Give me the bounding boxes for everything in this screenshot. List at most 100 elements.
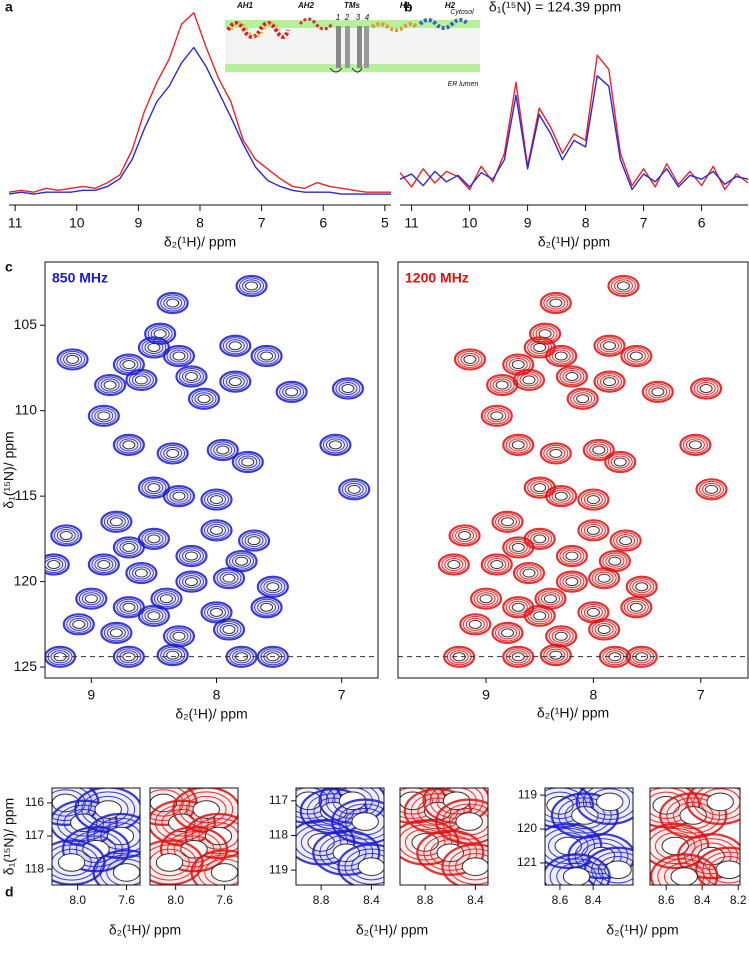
peak-contour [210,441,236,459]
peak-contour [610,277,636,295]
peak-contour [576,394,590,404]
inset-label: AH1 [236,1,254,10]
peak-contour [545,788,587,824]
peak-contour [458,530,472,540]
peak-contour [551,349,571,363]
plot-frame [44,261,379,679]
peak-contour [684,838,739,875]
peak-contour [626,349,646,363]
peak-contour [635,582,649,592]
inset-label: 3 [356,13,361,22]
y-axis-label: δ₁(¹⁵N)/ ppm [1,798,17,875]
peak-contour [153,590,179,608]
peak-contour [583,605,603,619]
inset-label: Cytosol [450,9,474,16]
contours [650,788,740,885]
peak-contour [300,828,342,857]
peak-contour [150,327,170,341]
peak-contour [484,407,510,425]
x-tick-label: 11 [404,215,419,231]
y-tick-label: 118 [25,861,44,875]
field-label: 850 MHz [52,270,108,286]
peak-contour [701,482,721,496]
helix [231,22,281,38]
peak-contour [116,538,142,556]
peak-contour [97,560,111,570]
peak-contour [580,491,606,509]
peak-contour [147,342,161,352]
peak-contour [245,281,259,291]
peak-contour [263,580,283,594]
peak-contour [589,443,609,457]
plot-frame [399,787,489,886]
peak-contour [325,839,367,867]
peak-contour [207,523,227,537]
peak-contour [559,573,585,591]
peak-contour [260,648,286,666]
peak-contour [623,347,649,365]
x-tick-label: 7 [258,215,266,231]
y-tick-label: 116 [25,795,44,809]
peak-contour [351,812,379,831]
peak-contour [169,489,189,503]
peak-contour [476,592,496,606]
peak-contour [128,564,154,582]
x-axis-label: δ₂(¹H)/ ppm [356,922,428,938]
peak-contour [103,513,129,531]
peak-contour [650,791,687,819]
peak-contour [706,792,734,812]
peak-contour [166,298,180,308]
x-tick-label: 7.6 [216,893,233,907]
spectrum-line [8,46,391,195]
peak-contour [597,624,611,634]
peak-contour [341,480,367,498]
plot-frame [397,261,749,679]
peak-contour [498,626,518,640]
x-tick-label: 6 [319,215,327,231]
peak-contour [219,622,239,636]
helix [418,18,470,30]
peak-contour [546,296,566,310]
peak-contour [160,444,186,462]
peak-contour [400,788,433,815]
y-tick-label: 105 [14,316,38,332]
peak-contour [699,383,713,393]
peak-contour [629,351,643,361]
peak-contour [573,392,593,406]
peak-contour [94,409,114,423]
peak-contour [99,854,140,885]
peak-contour [663,862,705,885]
peak-contour [344,848,384,885]
peak-contour [254,598,280,616]
tm-helix [345,26,350,68]
peak-contour [548,347,574,365]
peak-contour [204,858,238,885]
peak-contour [607,453,633,471]
peak-contour [141,530,167,548]
peak-contour [181,575,201,589]
peak-contour [119,600,139,614]
inset-label: ER lumen [448,81,479,88]
peak-contour [179,791,234,828]
peak-contour [257,349,277,363]
peak-contour [257,600,277,614]
peak-contour [447,560,461,570]
peak-contour [613,279,633,293]
peak-contour [159,594,173,604]
inset-label: 2 [344,13,350,22]
peak-contour [487,409,507,423]
peak-contour [81,592,101,606]
peak-contour [181,549,201,563]
peak-contour [160,646,186,664]
peak-contour [682,436,708,454]
peak-contour [455,812,483,831]
peak-contour [119,438,139,452]
peak-contour [166,650,180,660]
peak-contour [191,390,217,408]
peak-contour [279,383,305,401]
peak-contour [87,795,129,824]
peak-contour [197,394,211,404]
peak-contour [254,347,280,365]
peak-contour [613,532,639,550]
peak-contour [449,650,469,664]
